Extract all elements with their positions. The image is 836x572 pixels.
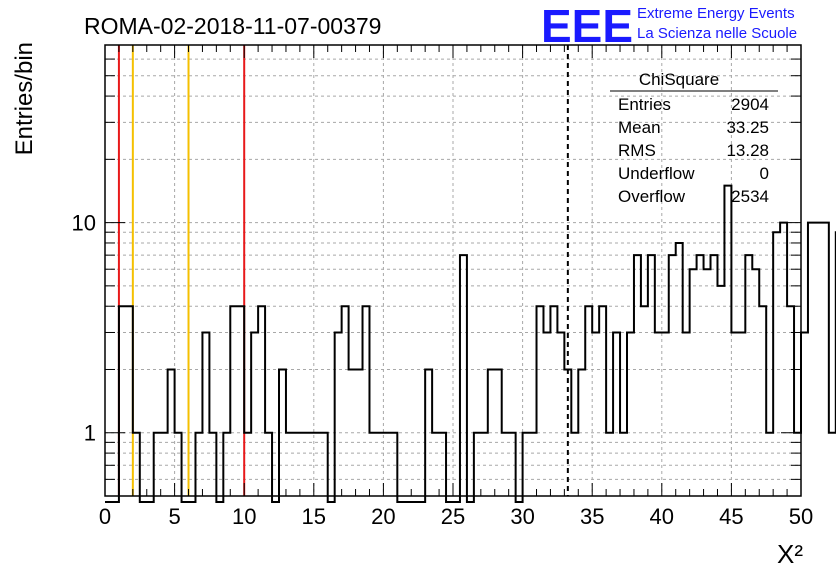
x-tick-label: 45: [719, 504, 743, 529]
stats-row-value: 0: [760, 164, 769, 183]
stats-row-value: 13.28: [726, 141, 769, 160]
stats-row-label: Entries: [618, 95, 671, 114]
x-tick-label: 20: [371, 504, 395, 529]
x-tick-label: 30: [510, 504, 534, 529]
stats-box: ChiSquare Entries 2904 Mean 33.25 RMS 13.28 Un…: [610, 70, 778, 206]
x-tick-label: 15: [302, 504, 326, 529]
y-tick-label: 1: [84, 421, 96, 446]
stats-row-label: RMS: [618, 141, 656, 160]
x-tick-label: 40: [650, 504, 674, 529]
x-tick-label: 5: [168, 504, 180, 529]
eee-logo: EEE Extreme Energy Events La Scienza nel…: [541, 0, 797, 52]
logo-mark: EEE: [541, 0, 633, 52]
y-axis-label: Entries/bin: [11, 42, 38, 155]
x-tick-label: 0: [99, 504, 111, 529]
histogram-outline: [105, 184, 836, 503]
axes: 0 5 10 15 20 25 30 35 40 45 50 1 10: [72, 44, 813, 529]
histogram: [105, 184, 836, 503]
chart-title: ROMA-02-2018-11-07-00379: [84, 13, 381, 39]
grid: [105, 45, 801, 496]
stats-row-value: 2534: [731, 187, 769, 206]
stats-row-value: 33.25: [726, 118, 769, 137]
y-tick-label: 10: [72, 211, 96, 236]
x-tick-label: 35: [580, 504, 604, 529]
x-tick-label: 50: [789, 504, 813, 529]
stats-row-label: Underflow: [618, 164, 695, 183]
x-axis-label: X²: [777, 539, 803, 569]
stats-row-label: Overflow: [618, 187, 686, 206]
marker-lines: [117, 45, 569, 496]
x-tick-label: 25: [441, 504, 465, 529]
logo-line-2: La Scienza nelle Scuole: [637, 25, 797, 42]
x-tick-label: 10: [232, 504, 256, 529]
stats-title: ChiSquare: [639, 70, 719, 89]
stats-row-label: Mean: [618, 118, 661, 137]
stats-row-value: 2904: [731, 95, 769, 114]
logo-line-1: Extreme Energy Events: [637, 5, 795, 22]
